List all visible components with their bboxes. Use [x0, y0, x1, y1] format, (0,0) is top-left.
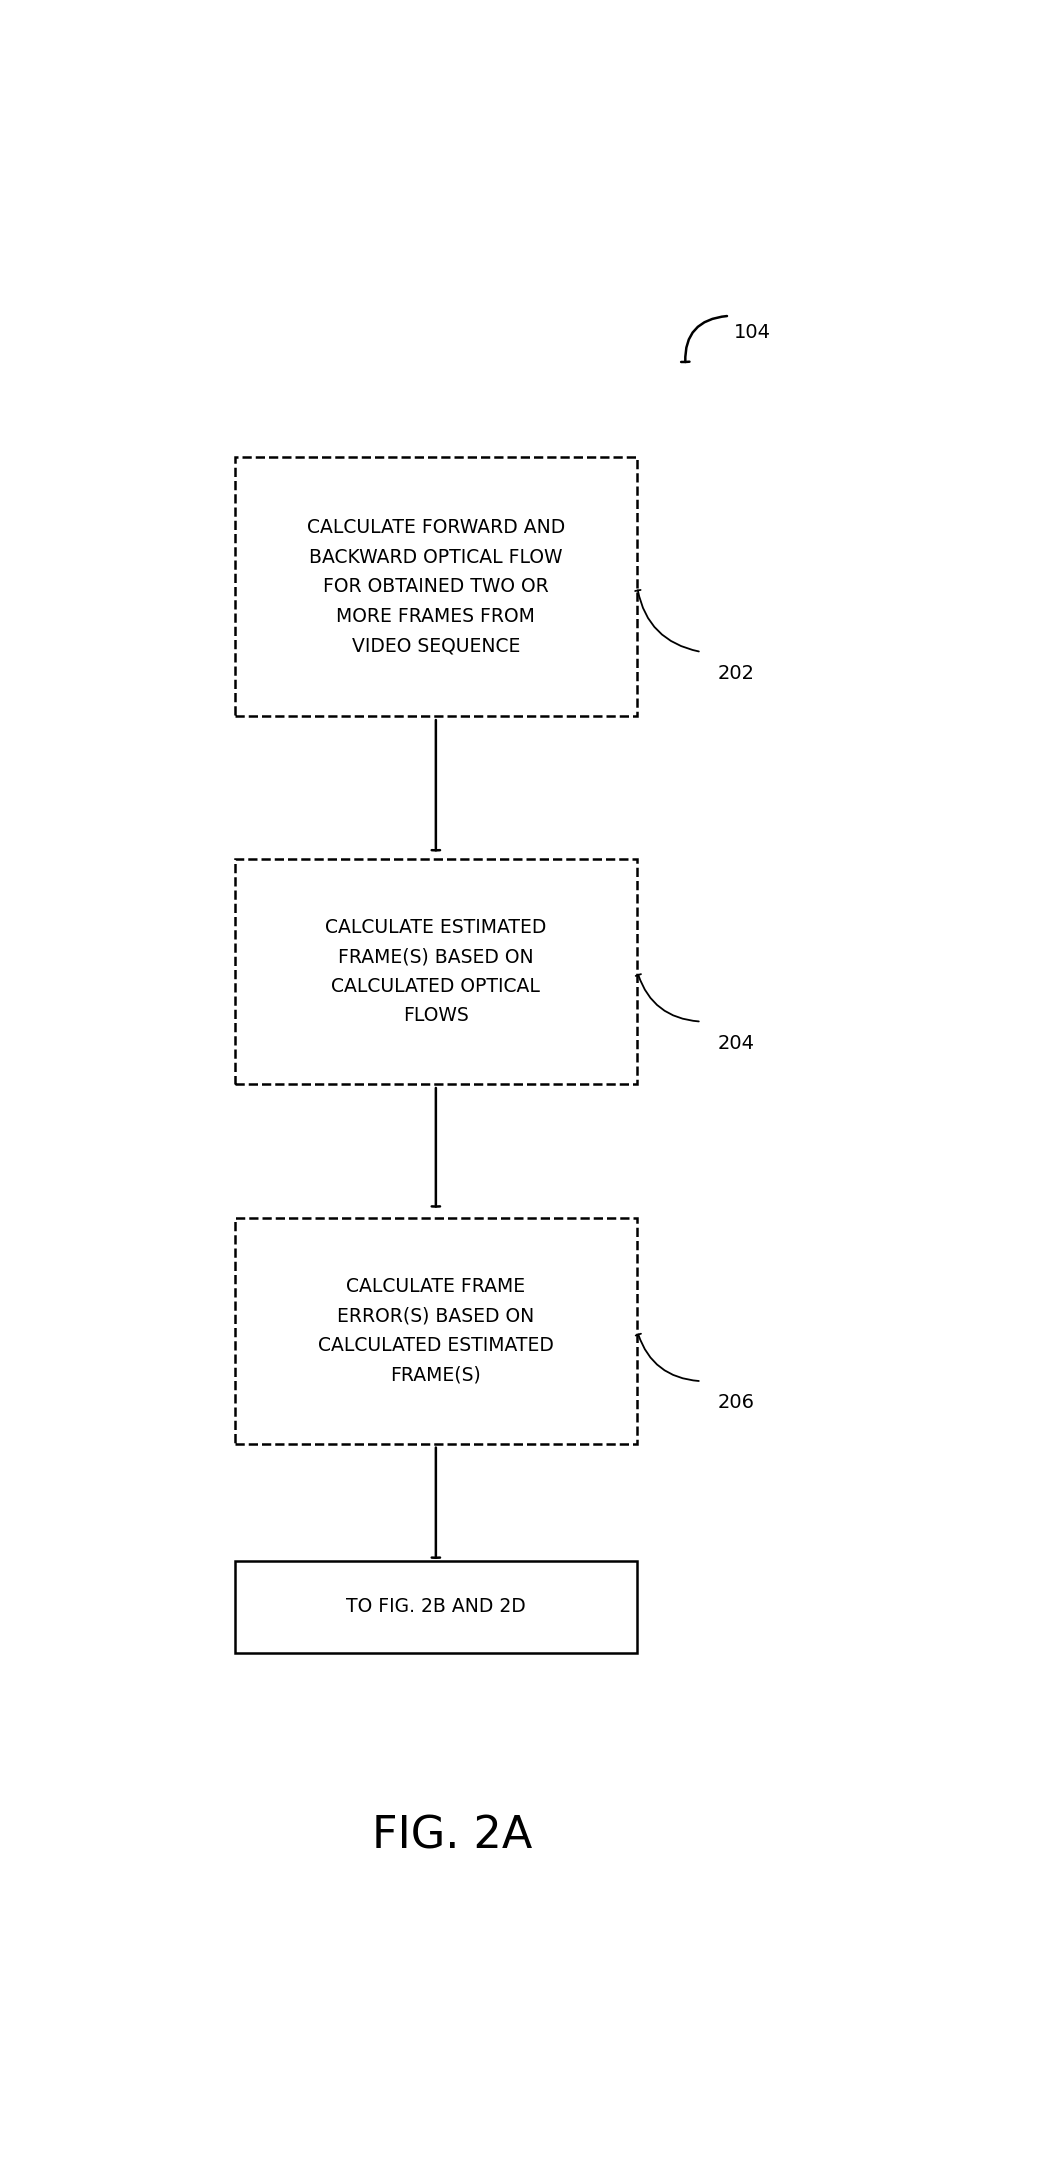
FancyBboxPatch shape — [235, 1562, 637, 1653]
Text: 202: 202 — [718, 665, 754, 684]
FancyBboxPatch shape — [235, 456, 637, 717]
Text: 206: 206 — [718, 1394, 754, 1412]
Text: CALCULATE ESTIMATED
FRAME(S) BASED ON
CALCULATED OPTICAL
FLOWS: CALCULATE ESTIMATED FRAME(S) BASED ON CA… — [325, 919, 547, 1025]
Text: CALCULATE FORWARD AND
BACKWARD OPTICAL FLOW
FOR OBTAINED TWO OR
MORE FRAMES FROM: CALCULATE FORWARD AND BACKWARD OPTICAL F… — [307, 519, 565, 656]
Text: FIG. 2A: FIG. 2A — [372, 1814, 532, 1857]
Text: 104: 104 — [734, 324, 771, 341]
Text: 204: 204 — [718, 1034, 754, 1053]
Text: TO FIG. 2B AND 2D: TO FIG. 2B AND 2D — [346, 1596, 526, 1616]
FancyBboxPatch shape — [235, 1218, 637, 1444]
FancyBboxPatch shape — [235, 858, 637, 1084]
Text: CALCULATE FRAME
ERROR(S) BASED ON
CALCULATED ESTIMATED
FRAME(S): CALCULATE FRAME ERROR(S) BASED ON CALCUL… — [318, 1277, 554, 1386]
